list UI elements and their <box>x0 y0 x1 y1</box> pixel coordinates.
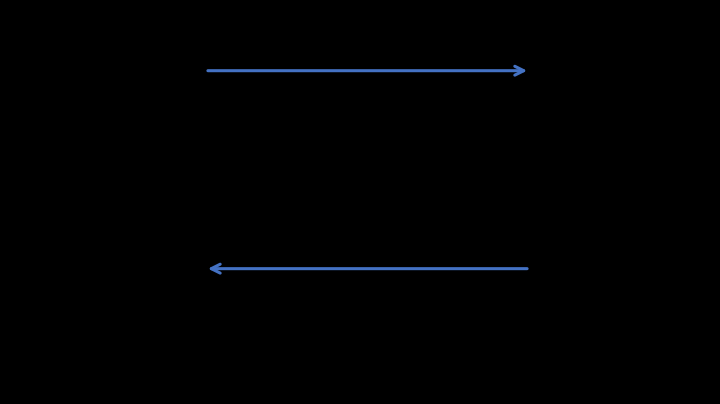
Text: -: - <box>154 56 166 85</box>
Text: -: - <box>154 254 166 283</box>
Text: Electrical waveform: Electrical waveform <box>243 14 477 34</box>
Text: Electrical waveform: Electrical waveform <box>243 210 477 230</box>
Text: +: + <box>552 254 577 283</box>
Text: +: + <box>552 56 577 85</box>
